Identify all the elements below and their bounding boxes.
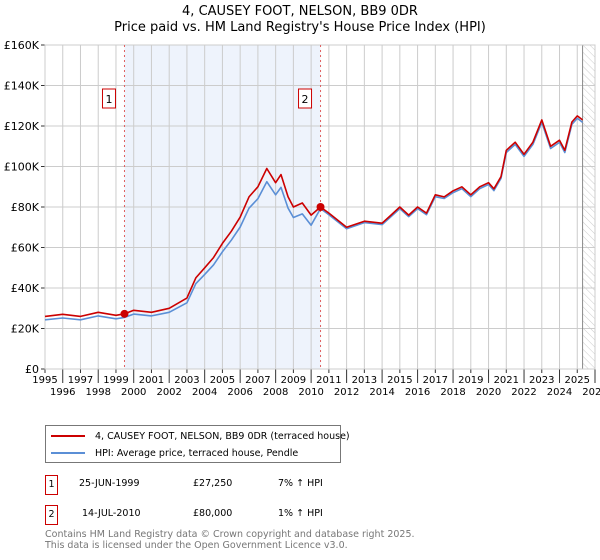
- transaction-hpi: 1% ↑ HPI: [278, 508, 323, 519]
- x-tick-label: 2002: [156, 387, 181, 398]
- x-tick-label: 1997: [68, 375, 93, 386]
- sale-point: [316, 203, 325, 211]
- y-tick-label: £100K: [4, 161, 40, 174]
- x-tick-label: 2022: [511, 387, 536, 398]
- x-tick-label: 2014: [369, 387, 394, 398]
- legend-label: 4, CAUSEY FOOT, NELSON, BB9 0DR (terrace…: [95, 430, 350, 442]
- legend-label: HPI: Average price, terraced house, Pend…: [95, 447, 299, 459]
- y-tick-label: £160K: [4, 39, 40, 52]
- x-tick-label: 2025: [565, 375, 590, 386]
- copyright-text: Contains HM Land Registry data © Crown c…: [45, 529, 415, 540]
- transaction-marker: 2: [45, 505, 58, 525]
- x-tick-label: 2005: [210, 375, 235, 386]
- transaction-date: 25-JUN-1999: [79, 478, 140, 489]
- transaction-date: 14-JUL-2010: [82, 508, 141, 519]
- y-tick-label: £120K: [4, 120, 40, 133]
- x-tick-label: 1996: [50, 387, 75, 398]
- transaction-price: £27,250: [193, 478, 233, 489]
- x-tick-label: 2020: [476, 387, 501, 398]
- sale-label-box: [298, 88, 313, 109]
- x-tick-label: 2017: [423, 375, 448, 386]
- x-tick-label: 2016: [405, 387, 430, 398]
- transaction-row: 2 14-JUL-2010 £80,000 1% ↑ HPI: [45, 505, 545, 525]
- x-tick-label: 2023: [529, 375, 554, 386]
- x-tick-label: 2001: [139, 375, 164, 386]
- x-tick-label: 2010: [298, 387, 323, 398]
- legend: 4, CAUSEY FOOT, NELSON, BB9 0DR (terrace…: [45, 425, 350, 463]
- x-tick-label: 2009: [281, 375, 306, 386]
- legend-blue-line: [51, 452, 85, 454]
- x-tick-label: 1999: [103, 375, 128, 386]
- x-tick-label: 2000: [121, 387, 146, 398]
- property-price-line: [44, 115, 584, 318]
- licence-text: This data is licensed under the Open Gov…: [45, 540, 348, 551]
- sale-label: 2: [302, 93, 309, 106]
- x-tick-label: 2012: [334, 387, 359, 398]
- x-tick-label: 2015: [387, 375, 412, 386]
- legend-item-hpi: HPI: Average price, terraced house, Pend…: [46, 446, 298, 460]
- x-tick-label: 2003: [174, 375, 199, 386]
- x-tick-label: 2024: [547, 387, 572, 398]
- x-tick-label: 2019: [458, 375, 483, 386]
- x-tick-label: 2026: [582, 387, 600, 398]
- x-tick-label: 2006: [227, 387, 252, 398]
- y-tick-label: £140K: [4, 80, 40, 93]
- x-tick-label: 1998: [85, 387, 110, 398]
- legend-red-line: [51, 435, 85, 437]
- transaction-row: 1 25-JUN-1999 £27,250 7% ↑ HPI: [45, 475, 545, 495]
- footer: Contains HM Land Registry data © Crown c…: [45, 529, 415, 551]
- x-tick-label: 2018: [440, 387, 465, 398]
- y-tick-label: £40K: [11, 282, 40, 295]
- x-tick-label: 2011: [316, 375, 341, 386]
- x-tick-label: 2007: [245, 375, 270, 386]
- transaction-marker: 1: [45, 475, 58, 495]
- x-tick-label: 2004: [192, 387, 217, 398]
- y-tick-label: £20K: [11, 323, 40, 336]
- x-tick-label: 2021: [494, 375, 519, 386]
- x-tick-label: 1995: [32, 375, 57, 386]
- sale-label-box: [101, 88, 116, 109]
- hpi-line: [44, 117, 584, 321]
- y-tick-label: £80K: [11, 201, 40, 214]
- y-tick-label: £0: [25, 363, 39, 376]
- transaction-price: £80,000: [193, 508, 233, 519]
- plot-frame: [44, 44, 596, 370]
- chart-subtitle: Price paid vs. HM Land Registry's House …: [114, 20, 486, 35]
- y-tick-label: £60K: [11, 242, 40, 255]
- sale-point: [120, 309, 129, 318]
- x-tick-label: 2008: [263, 387, 288, 398]
- chart-title: 4, CAUSEY FOOT, NELSON, BB9 0DR: [182, 4, 418, 19]
- sale-label: 1: [105, 93, 112, 106]
- legend-item-property: 4, CAUSEY FOOT, NELSON, BB9 0DR (terrace…: [46, 429, 350, 443]
- price-chart: 1995199619971998199920002001200220032004…: [4, 39, 600, 398]
- transaction-hpi: 7% ↑ HPI: [278, 478, 323, 489]
- x-tick-label: 2013: [352, 375, 377, 386]
